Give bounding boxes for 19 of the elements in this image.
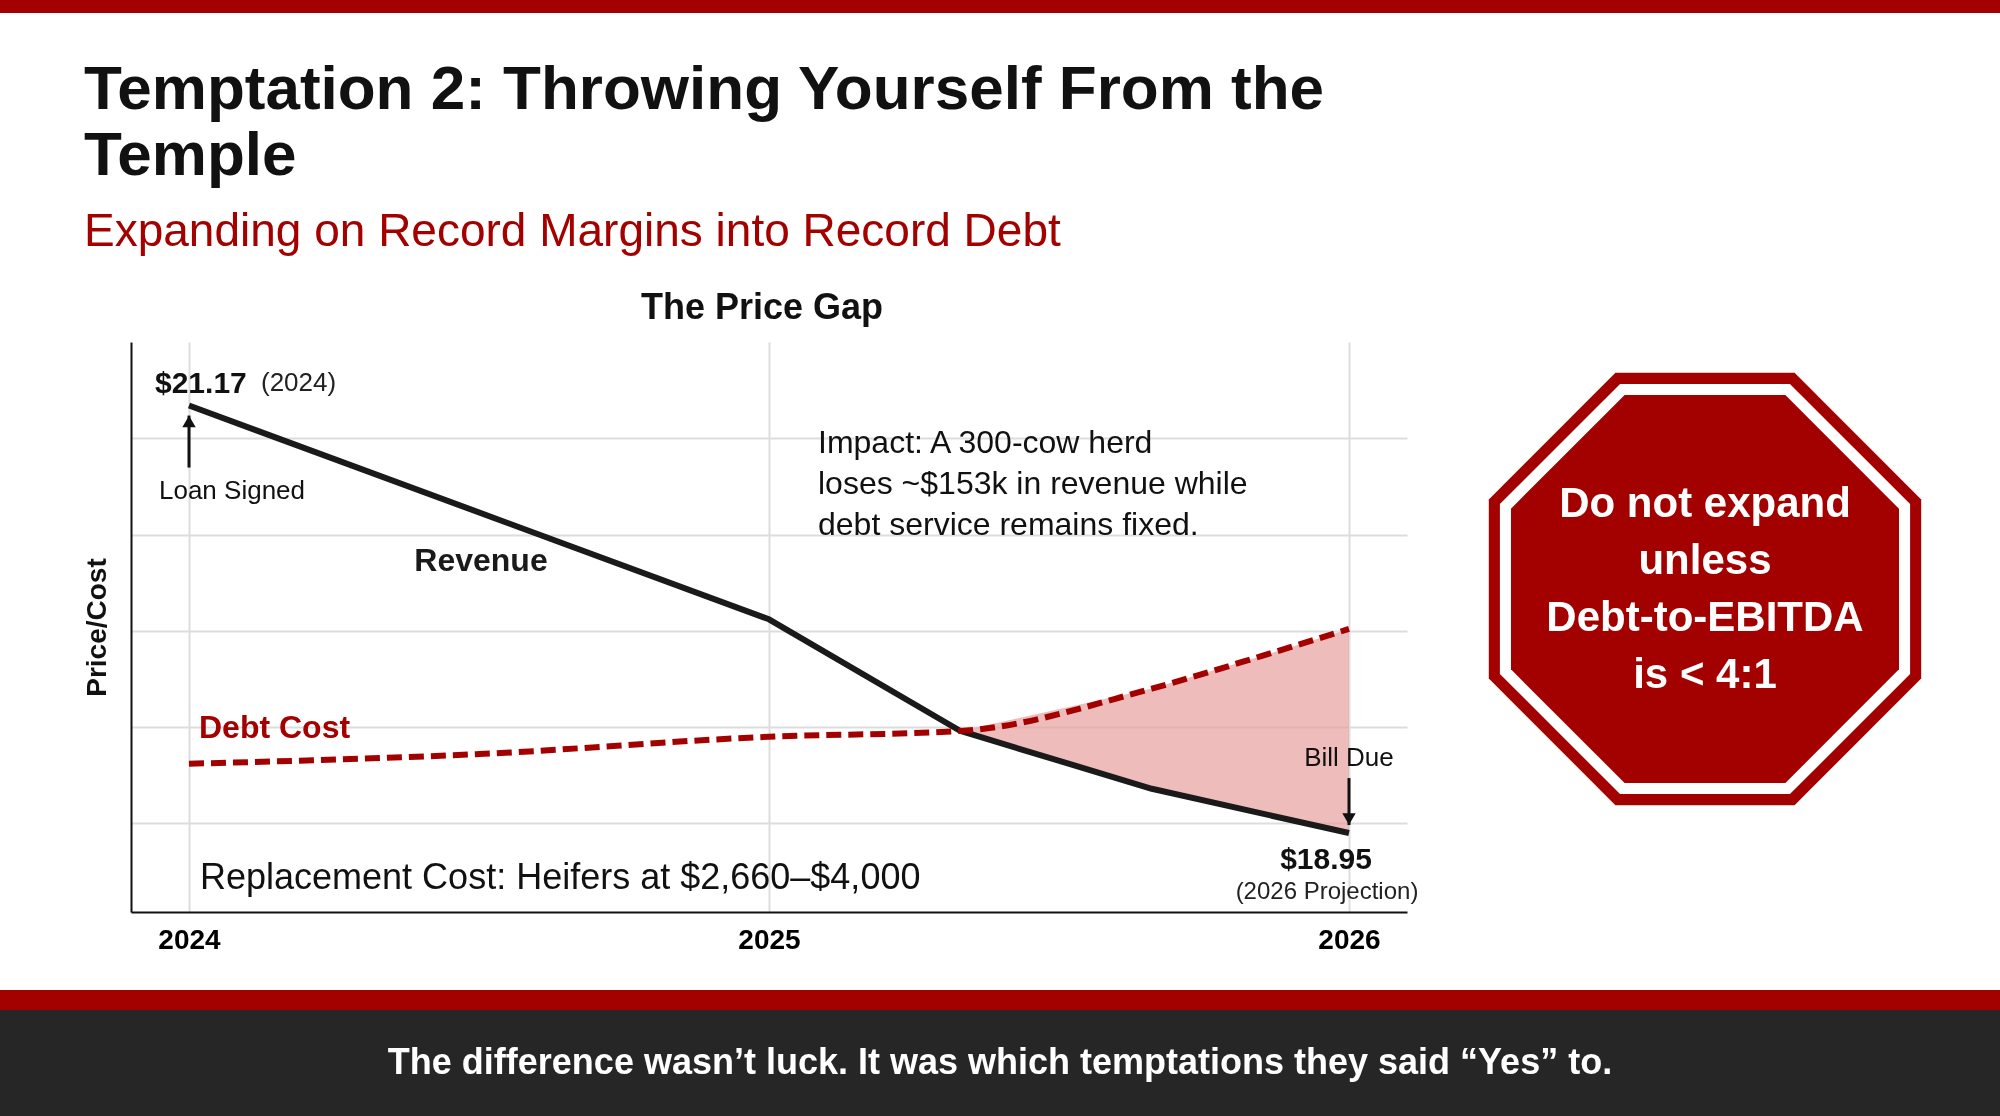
chart-title: Temptation 2: Throwing Yourself From the Temple [84,53,1325,188]
y-axis-title: Price/Cost [80,558,112,697]
annotation: (2024) [261,367,337,397]
annotation: Impact: A 300-cow herd loses ~$153k in revenue while debt service remains fixed. [818,424,1248,542]
data-label: $18.95 [1280,842,1372,876]
chart-subtitle: Expanding on Record Margins into Record Debt [84,204,1061,256]
x-tick-label: 2026 [1318,923,1381,955]
annotation: Loan Signed [158,474,306,505]
annotation: Bill Due [1304,742,1394,773]
data-label: $21.17 [155,365,247,399]
x-tick-label: 2025 [738,923,801,955]
text: Do not expand unless Debt-to-EBITDA is < 4:1 [1546,478,1864,697]
series-label: Revenue [414,542,548,578]
x-tick-label: 2024 [158,923,222,955]
text: The difference wasn’t luck. It was which temptations they said “Yes” to. [387,1041,1613,1082]
annotation: (2026 Projection) [1235,877,1419,904]
annotation: Replacement Cost: Heifers at $2,660–$4,000 [200,856,921,897]
series-label: Debt Cost [199,709,351,745]
text: The Price Gap [640,286,884,327]
